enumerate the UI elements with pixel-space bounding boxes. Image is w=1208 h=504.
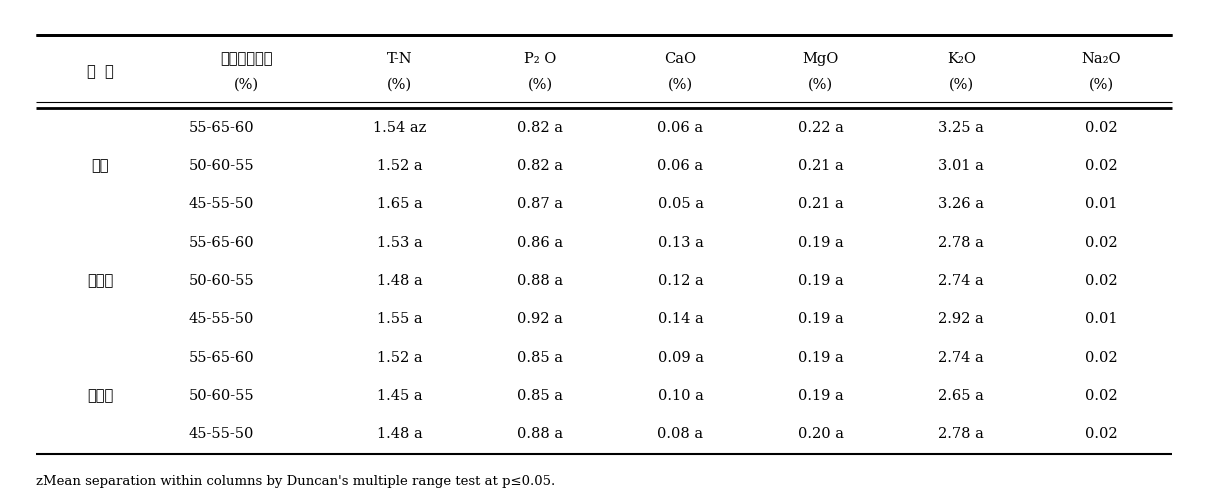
- Text: 0.22 a: 0.22 a: [798, 120, 844, 135]
- Text: 0.88 a: 0.88 a: [517, 427, 563, 442]
- Text: 50-60-55: 50-60-55: [188, 159, 255, 173]
- Text: 주황색: 주황색: [87, 389, 114, 403]
- Text: 0.87 a: 0.87 a: [517, 197, 563, 211]
- Text: (%): (%): [1090, 78, 1114, 91]
- Text: 1.55 a: 1.55 a: [377, 312, 423, 327]
- Text: 1.53 a: 1.53 a: [377, 236, 423, 249]
- Text: 0.20 a: 0.20 a: [798, 427, 844, 442]
- Text: 0.19 a: 0.19 a: [798, 274, 843, 288]
- Text: 0.19 a: 0.19 a: [798, 351, 843, 365]
- Text: 0.82 a: 0.82 a: [517, 159, 563, 173]
- Text: 적색: 적색: [92, 159, 109, 173]
- Text: 3.25 a: 3.25 a: [939, 120, 985, 135]
- Text: 1.48 a: 1.48 a: [377, 427, 423, 442]
- Text: 0.02: 0.02: [1085, 236, 1117, 249]
- Text: 2.78 a: 2.78 a: [939, 427, 985, 442]
- Text: 0.12 a: 0.12 a: [657, 274, 703, 288]
- Text: CaO: CaO: [664, 52, 697, 66]
- Text: 0.02: 0.02: [1085, 159, 1117, 173]
- Text: 0.09 a: 0.09 a: [657, 351, 703, 365]
- Text: 0.13 a: 0.13 a: [657, 236, 703, 249]
- Text: 0.19 a: 0.19 a: [798, 312, 843, 327]
- Text: 0.01: 0.01: [1085, 312, 1117, 327]
- Text: T-N: T-N: [387, 52, 413, 66]
- Text: 0.10 a: 0.10 a: [657, 389, 703, 403]
- Text: 45-55-50: 45-55-50: [188, 312, 254, 327]
- Text: K₂O: K₂O: [947, 52, 976, 66]
- Text: 0.85 a: 0.85 a: [517, 351, 563, 365]
- Text: (%): (%): [528, 78, 553, 91]
- Text: 노란색: 노란색: [87, 274, 114, 288]
- Text: (%): (%): [234, 78, 260, 91]
- Text: (%): (%): [668, 78, 693, 91]
- Text: 2.74 a: 2.74 a: [939, 351, 985, 365]
- Text: 0.05 a: 0.05 a: [657, 197, 703, 211]
- Text: MgO: MgO: [802, 52, 840, 66]
- Text: 45-55-50: 45-55-50: [188, 427, 254, 442]
- Text: 배지수분함량: 배지수분함량: [221, 52, 273, 66]
- Text: 1.48 a: 1.48 a: [377, 274, 423, 288]
- Text: 2.78 a: 2.78 a: [939, 236, 985, 249]
- Text: 0.06 a: 0.06 a: [657, 159, 703, 173]
- Text: 2.92 a: 2.92 a: [939, 312, 985, 327]
- Text: 0.02: 0.02: [1085, 427, 1117, 442]
- Text: 1.45 a: 1.45 a: [377, 389, 423, 403]
- Text: 50-60-55: 50-60-55: [188, 389, 255, 403]
- Text: 0.88 a: 0.88 a: [517, 274, 563, 288]
- Text: (%): (%): [808, 78, 834, 91]
- Text: 2.65 a: 2.65 a: [939, 389, 985, 403]
- Text: 0.01: 0.01: [1085, 197, 1117, 211]
- Text: 2.74 a: 2.74 a: [939, 274, 985, 288]
- Text: 0.86 a: 0.86 a: [517, 236, 563, 249]
- Text: 0.92 a: 0.92 a: [517, 312, 563, 327]
- Text: 55-65-60: 55-65-60: [188, 351, 255, 365]
- Text: 0.14 a: 0.14 a: [657, 312, 703, 327]
- Text: 0.02: 0.02: [1085, 389, 1117, 403]
- Text: 0.21 a: 0.21 a: [798, 159, 843, 173]
- Text: Na₂O: Na₂O: [1082, 52, 1121, 66]
- Text: 0.21 a: 0.21 a: [798, 197, 843, 211]
- Text: 1.65 a: 1.65 a: [377, 197, 423, 211]
- Text: 1.54 az: 1.54 az: [373, 120, 426, 135]
- Text: zMean separation within columns by Duncan's multiple range test at p≤0.05.: zMean separation within columns by Dunca…: [36, 475, 556, 488]
- Text: (%): (%): [948, 78, 974, 91]
- Text: 품  종: 품 종: [87, 65, 114, 79]
- Text: 55-65-60: 55-65-60: [188, 120, 255, 135]
- Text: 1.52 a: 1.52 a: [377, 351, 423, 365]
- Text: 0.82 a: 0.82 a: [517, 120, 563, 135]
- Text: 0.02: 0.02: [1085, 120, 1117, 135]
- Text: 3.26 a: 3.26 a: [939, 197, 985, 211]
- Text: 3.01 a: 3.01 a: [939, 159, 985, 173]
- Text: 0.08 a: 0.08 a: [657, 427, 703, 442]
- Text: (%): (%): [388, 78, 412, 91]
- Text: 0.19 a: 0.19 a: [798, 389, 843, 403]
- Text: 55-65-60: 55-65-60: [188, 236, 255, 249]
- Text: 0.06 a: 0.06 a: [657, 120, 703, 135]
- Text: 50-60-55: 50-60-55: [188, 274, 255, 288]
- Text: 0.19 a: 0.19 a: [798, 236, 843, 249]
- Text: 1.52 a: 1.52 a: [377, 159, 423, 173]
- Text: 0.02: 0.02: [1085, 351, 1117, 365]
- Text: 45-55-50: 45-55-50: [188, 197, 254, 211]
- Text: 0.85 a: 0.85 a: [517, 389, 563, 403]
- Text: P₂ O: P₂ O: [524, 52, 557, 66]
- Text: 0.02: 0.02: [1085, 274, 1117, 288]
